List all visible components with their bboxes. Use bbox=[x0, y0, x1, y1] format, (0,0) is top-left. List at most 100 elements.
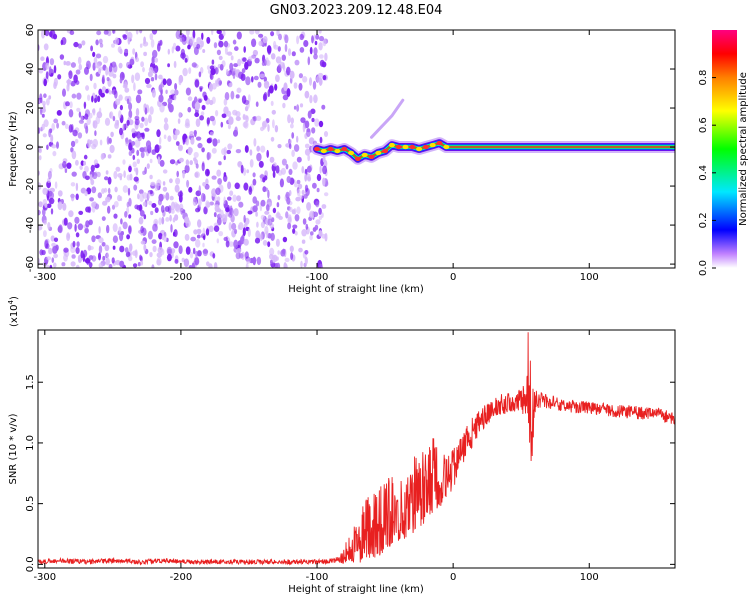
noise-speck bbox=[248, 186, 253, 195]
noise-speck bbox=[235, 149, 242, 154]
noise-speck bbox=[156, 252, 162, 258]
noise-speck bbox=[311, 35, 314, 44]
noise-speck bbox=[233, 63, 239, 68]
noise-speck bbox=[151, 30, 158, 35]
noise-speck bbox=[277, 250, 281, 255]
noise-speck bbox=[53, 253, 58, 259]
noise-speck bbox=[200, 67, 204, 74]
noise-speck bbox=[106, 136, 110, 145]
noise-speck bbox=[93, 56, 98, 65]
noise-speck bbox=[187, 44, 191, 50]
noise-speck bbox=[195, 136, 202, 141]
noise-speck bbox=[298, 247, 303, 253]
noise-speck bbox=[211, 188, 217, 197]
noise-speck bbox=[128, 109, 133, 119]
noise-speck bbox=[258, 40, 263, 47]
noise-speck bbox=[252, 172, 256, 178]
noise-speck bbox=[178, 245, 183, 255]
noise-speck bbox=[38, 224, 43, 231]
noise-speck bbox=[312, 182, 317, 189]
noise-speck bbox=[293, 105, 297, 110]
noise-speck bbox=[284, 43, 288, 53]
noise-speck bbox=[147, 191, 151, 199]
noise-speck bbox=[140, 151, 145, 159]
noise-speck bbox=[57, 201, 63, 211]
noise-speck bbox=[290, 123, 294, 129]
noise-speck bbox=[56, 110, 62, 116]
noise-speck bbox=[45, 264, 51, 268]
snr-y-axis: 0.0 0.5 1.0 1.5 bbox=[25, 374, 675, 572]
noise-speck bbox=[192, 30, 196, 39]
noise-speck bbox=[287, 48, 292, 56]
noise-speck bbox=[132, 263, 138, 268]
noise-speck bbox=[252, 256, 256, 266]
noise-speck bbox=[267, 218, 273, 226]
noise-speck bbox=[210, 68, 216, 76]
noise-speck bbox=[91, 95, 94, 103]
noise-speck bbox=[309, 234, 313, 241]
noise-speck bbox=[100, 153, 105, 160]
noise-speck bbox=[150, 181, 156, 186]
noise-speck bbox=[292, 161, 298, 170]
noise-speck bbox=[303, 40, 309, 47]
noise-speck bbox=[294, 182, 298, 188]
noise-speck bbox=[262, 120, 268, 128]
noise-speck bbox=[195, 250, 198, 258]
noise-speck bbox=[148, 66, 154, 73]
noise-speck bbox=[214, 204, 220, 213]
noise-speck bbox=[138, 189, 144, 195]
noise-speck bbox=[304, 90, 310, 99]
noise-speck bbox=[173, 94, 177, 101]
noise-speck bbox=[196, 43, 201, 49]
noise-speck bbox=[141, 132, 145, 140]
noise-speck bbox=[125, 251, 131, 258]
noise-speck bbox=[286, 196, 291, 205]
colorbar-tick-label: 0.2 bbox=[698, 212, 709, 228]
noise-speck bbox=[270, 31, 275, 37]
noise-speck bbox=[61, 120, 66, 126]
noise-speck bbox=[255, 230, 261, 239]
noise-speck bbox=[174, 203, 180, 212]
noise-speck bbox=[226, 51, 233, 56]
noise-speck bbox=[309, 210, 315, 219]
noise-speck bbox=[209, 83, 213, 92]
noise-speck bbox=[315, 34, 320, 40]
noise-speck bbox=[226, 149, 232, 155]
noise-speck bbox=[232, 39, 237, 45]
noise-speck bbox=[216, 169, 222, 177]
noise-speck bbox=[223, 146, 227, 156]
noise-speck bbox=[147, 230, 153, 240]
noise-speck bbox=[228, 222, 232, 231]
noise-speck bbox=[213, 42, 218, 49]
noise-speck bbox=[53, 81, 57, 89]
noise-speck bbox=[228, 212, 233, 218]
noise-speck bbox=[243, 214, 246, 223]
noise-speck bbox=[46, 98, 50, 106]
noise-speck bbox=[67, 222, 73, 230]
noise-speck bbox=[242, 227, 246, 237]
noise-speck bbox=[228, 116, 234, 125]
noise-speck bbox=[217, 178, 223, 185]
noise-speck bbox=[256, 152, 262, 162]
spectrogram-y-axis: -60 -40 -20 0 20 40 60 bbox=[25, 24, 675, 272]
noise-speck bbox=[132, 48, 136, 55]
y-tick-label: 20 bbox=[25, 102, 36, 115]
noise-speck bbox=[291, 149, 295, 157]
noise-speck bbox=[109, 112, 112, 119]
noise-speck bbox=[278, 33, 282, 41]
noise-speck bbox=[226, 204, 230, 212]
noise-speck bbox=[83, 154, 88, 160]
noise-speck bbox=[49, 264, 53, 268]
noise-speck bbox=[148, 200, 153, 206]
noise-speck bbox=[135, 57, 140, 63]
noise-speck bbox=[229, 62, 234, 71]
noise-speck bbox=[310, 108, 316, 115]
noise-speck bbox=[205, 228, 210, 236]
noise-speck bbox=[213, 262, 218, 268]
noise-speck bbox=[128, 214, 132, 219]
noise-speck bbox=[118, 94, 123, 101]
colorbar-tick-label: 0.4 bbox=[698, 165, 709, 181]
noise-speck bbox=[75, 264, 80, 268]
noise-speck bbox=[42, 187, 48, 195]
noise-speck bbox=[48, 247, 53, 255]
